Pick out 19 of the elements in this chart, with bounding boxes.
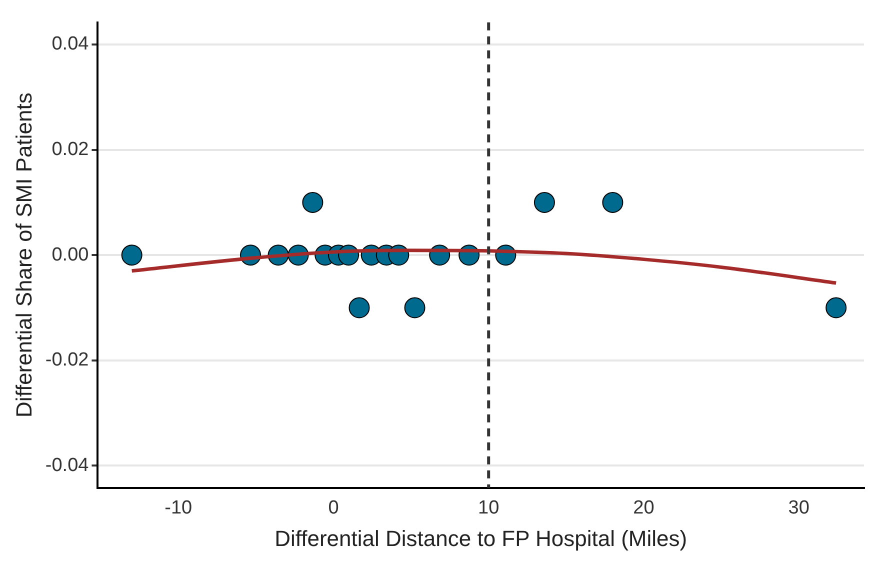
y-tick-label: 0.02	[52, 139, 89, 160]
point	[121, 244, 142, 266]
y-axis-title: Differential Share of SMI Patients	[11, 92, 36, 418]
y-tick-label: 0.04	[52, 34, 90, 55]
x-tick-label: 20	[633, 497, 654, 518]
y-tick-label: -0.02	[45, 350, 89, 371]
x-tick-label: 30	[788, 497, 810, 518]
x-tick-label: -10	[164, 497, 192, 518]
point	[826, 297, 847, 318]
point	[534, 192, 555, 213]
point	[404, 297, 426, 318]
x-tick-label: 0	[328, 497, 339, 518]
point	[348, 297, 370, 318]
y-tick-label: 0.00	[52, 244, 89, 266]
y-tick-label: -0.04	[45, 454, 90, 476]
x-axis-title: Differential Distance to FP Hospital (Miles)	[274, 526, 688, 551]
point	[302, 192, 324, 213]
point	[602, 192, 624, 213]
x-tick-label: 10	[478, 497, 500, 518]
